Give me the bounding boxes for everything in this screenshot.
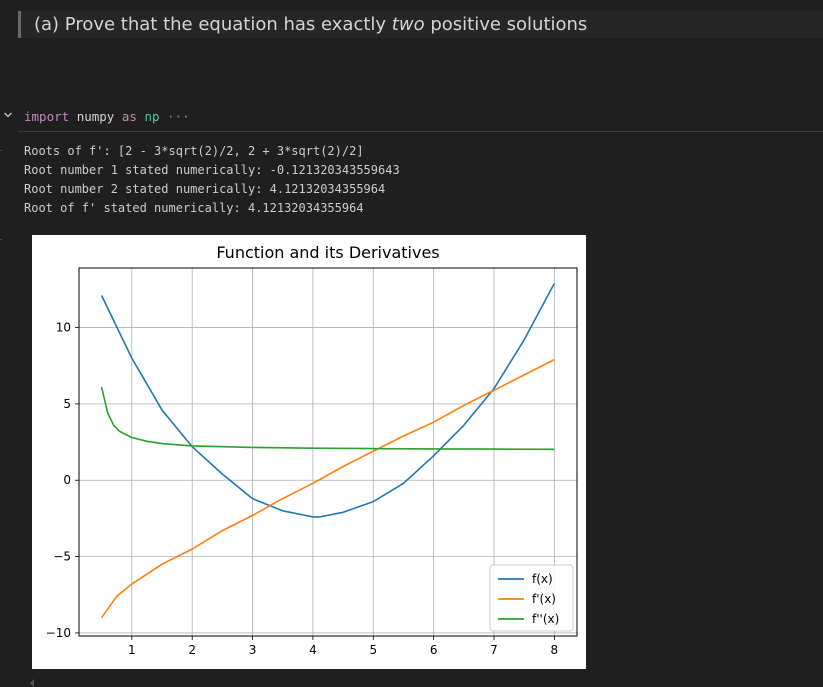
output-line: Root number 1 stated numerically: -0.121… xyxy=(24,163,400,177)
output-gutter-mark xyxy=(0,150,2,151)
x-tick-label: 1 xyxy=(128,643,136,657)
plot-frame xyxy=(78,267,578,637)
legend-label: f(x) xyxy=(532,572,553,586)
series-lines xyxy=(100,282,556,619)
output-line: Root of f' stated numerically: 4.1213203… xyxy=(24,201,364,215)
series-line xyxy=(100,282,556,518)
y-tick-label: 0 xyxy=(63,473,71,487)
chevron-down-icon[interactable] xyxy=(3,110,13,120)
x-tick-label: 8 xyxy=(551,643,559,657)
chart-title: Function and its Derivatives xyxy=(216,243,439,262)
legend-label: f''(x) xyxy=(532,612,559,626)
cell-divider xyxy=(18,131,823,132)
output-line: Root number 2 stated numerically: 4.1213… xyxy=(24,182,386,196)
output-line: Roots of f': [2 - 3*sqrt(2)/2, 2 + 3*sqr… xyxy=(24,144,364,158)
heading-emphasis: two xyxy=(391,14,425,35)
module-alias: np xyxy=(144,109,160,124)
x-tick-label: 5 xyxy=(369,643,377,657)
markdown-cell-indicator xyxy=(18,11,21,38)
markdown-heading: (a) Prove that the equation has exactly … xyxy=(34,14,587,35)
y-tick-label: 5 xyxy=(63,397,71,411)
legend-frame xyxy=(489,564,574,632)
legend: f(x) f'(x) f''(x) xyxy=(489,564,574,632)
x-tick-label: 4 xyxy=(309,643,317,657)
y-tick-label: −5 xyxy=(53,550,71,564)
heading-suffix: positive solutions xyxy=(424,14,588,35)
axis-ticks: 1 2 3 4 5 6 7 8 −10 −5 0 5 10 xyxy=(46,321,559,657)
stdout-output: Roots of f': [2 - 3*sqrt(2)/2, 2 + 3*sqr… xyxy=(24,142,400,218)
module-name: numpy xyxy=(76,109,115,124)
plot-figure: 1 2 3 4 5 6 7 8 −10 −5 0 5 10 Function and its Deriv… xyxy=(32,235,586,669)
line-chart: 1 2 3 4 5 6 7 8 −10 −5 0 5 10 Function and its Deriv… xyxy=(46,243,578,657)
x-tick-label: 6 xyxy=(430,643,438,657)
x-tick-label: 7 xyxy=(490,643,498,657)
scroll-left-icon[interactable] xyxy=(30,679,34,687)
x-tick-label: 3 xyxy=(249,643,257,657)
output-gutter-mark xyxy=(0,239,2,240)
y-tick-label: −10 xyxy=(46,626,71,640)
series-line xyxy=(100,358,555,619)
heading-prefix: (a) Prove that the equation has exactly xyxy=(34,14,392,35)
collapsed-code-indicator[interactable]: ··· xyxy=(167,109,190,124)
keyword-import: import xyxy=(24,109,70,124)
x-tick-label: 2 xyxy=(188,643,196,657)
series-line xyxy=(100,386,555,451)
code-cell-source[interactable]: import numpy as np ··· xyxy=(24,109,190,124)
y-tick-label: 10 xyxy=(56,321,71,335)
keyword-as: as xyxy=(121,109,137,124)
legend-label: f'(x) xyxy=(532,592,556,606)
markdown-cell[interactable]: (a) Prove that the equation has exactly … xyxy=(18,11,823,38)
